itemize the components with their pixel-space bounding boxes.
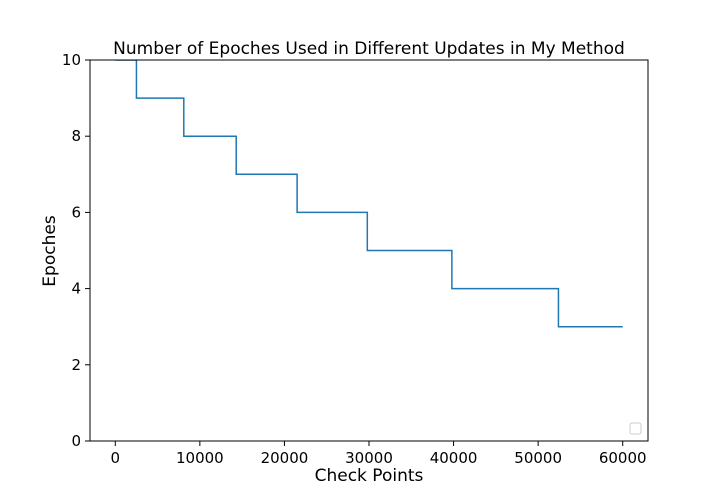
x-tick-label: 40000 bbox=[430, 449, 478, 467]
x-tick-label: 60000 bbox=[599, 449, 647, 467]
y-tick-label: 8 bbox=[71, 127, 81, 145]
y-tick-label: 4 bbox=[71, 280, 81, 298]
y-tick-label: 10 bbox=[62, 51, 81, 69]
y-tick-label: 6 bbox=[71, 203, 81, 221]
x-tick-label: 30000 bbox=[345, 449, 393, 467]
x-axis-label: Check Points bbox=[315, 466, 424, 486]
x-tick-label: 0 bbox=[111, 449, 121, 467]
x-axis: 0 10000 20000 30000 40000 50000 60000 bbox=[111, 441, 647, 467]
y-axis: 0 2 4 6 8 10 bbox=[62, 51, 90, 450]
y-tick-label: 2 bbox=[71, 356, 81, 374]
x-tick-label: 50000 bbox=[514, 449, 562, 467]
series-layer bbox=[115, 60, 623, 328]
x-tick-label: 10000 bbox=[176, 449, 224, 467]
series-line bbox=[115, 60, 623, 328]
x-tick-label: 20000 bbox=[261, 449, 309, 467]
y-tick-label: 0 bbox=[71, 432, 81, 450]
legend-box bbox=[629, 422, 642, 435]
chart-title: Number of Epoches Used in Different Upda… bbox=[113, 39, 625, 59]
y-axis-label: Epoches bbox=[40, 215, 60, 287]
